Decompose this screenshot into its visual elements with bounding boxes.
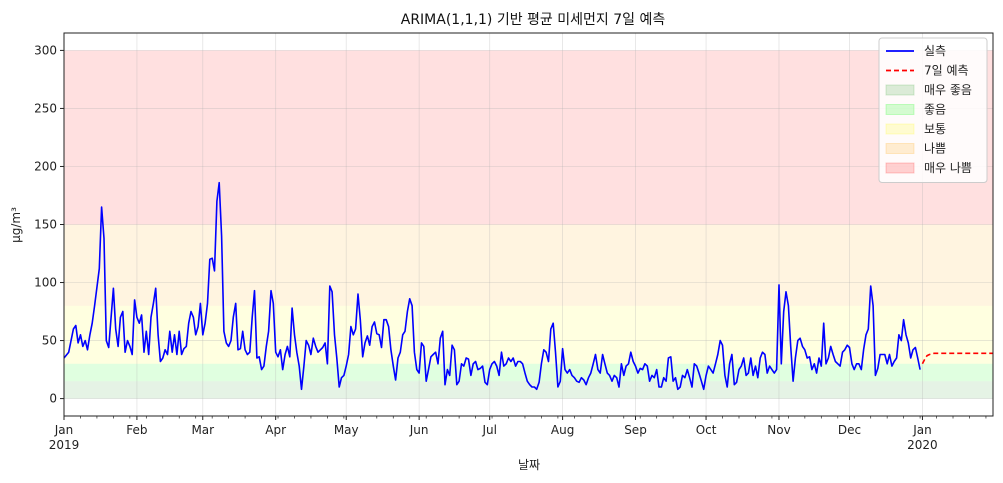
legend-patch-swatch — [885, 84, 915, 96]
quality-bands — [64, 50, 993, 399]
band-3 — [64, 224, 993, 306]
x-tick-label: Apr — [265, 423, 286, 437]
legend-patch-swatch — [885, 143, 915, 154]
legend-patch-swatch — [885, 104, 915, 115]
band-2 — [64, 305, 993, 364]
y-axis-label: μg/m³ — [9, 207, 23, 243]
x-tick-label: Dec — [838, 423, 861, 437]
x-tick-year-label: 2019 — [49, 438, 80, 452]
y-tick-label: 200 — [34, 159, 57, 173]
x-tick-label: Sep — [624, 423, 647, 437]
y-tick-label: 250 — [34, 101, 57, 115]
band-1 — [64, 363, 993, 382]
x-tick-label: Oct — [696, 423, 717, 437]
legend-entry-label: 좋음 — [924, 103, 946, 117]
legend-patch-swatch — [885, 123, 915, 135]
x-tick-label: May — [334, 423, 359, 437]
band-0 — [64, 381, 993, 399]
legend-entry-label: 매우 나쁨 — [924, 161, 972, 175]
x-tick-label: Jan — [54, 423, 74, 437]
x-tick-label: Nov — [767, 423, 790, 437]
x-tick-label: Jan — [912, 423, 932, 437]
y-tick-label: 300 — [34, 43, 57, 57]
y-tick-label: 50 — [42, 334, 57, 348]
y-tick-label: 100 — [34, 276, 57, 290]
x-tick-label: Feb — [126, 423, 147, 437]
legend-patch-swatch — [885, 162, 915, 174]
x-axis-label: 날짜 — [518, 458, 540, 472]
series-line-0 — [63, 181, 921, 391]
x-tick-year-label: 2020 — [907, 438, 938, 452]
x-tick-label: Jun — [409, 423, 429, 437]
x-tick-label: Aug — [551, 423, 574, 437]
y-tick-label: 0 — [49, 392, 57, 406]
y-tick-label: 150 — [34, 218, 57, 232]
chart-title: ARIMA(1,1,1) 기반 평균 미세먼지 7일 예측 — [401, 12, 666, 28]
legend-entry-label: 매우 좋음 — [924, 83, 972, 97]
grid — [63, 33, 993, 416]
legend-entry-label: 실측 — [924, 44, 946, 58]
x-tick-label: Jul — [481, 423, 496, 437]
legend-entry-label: 7일 예측 — [924, 64, 969, 78]
legend-box — [878, 37, 988, 183]
band-4 — [64, 50, 993, 225]
legend-entry-label: 나쁨 — [924, 142, 946, 156]
legend-entry-label: 보통 — [924, 122, 946, 136]
x-tick-label: Mar — [191, 423, 214, 437]
series-lines — [63, 181, 993, 391]
